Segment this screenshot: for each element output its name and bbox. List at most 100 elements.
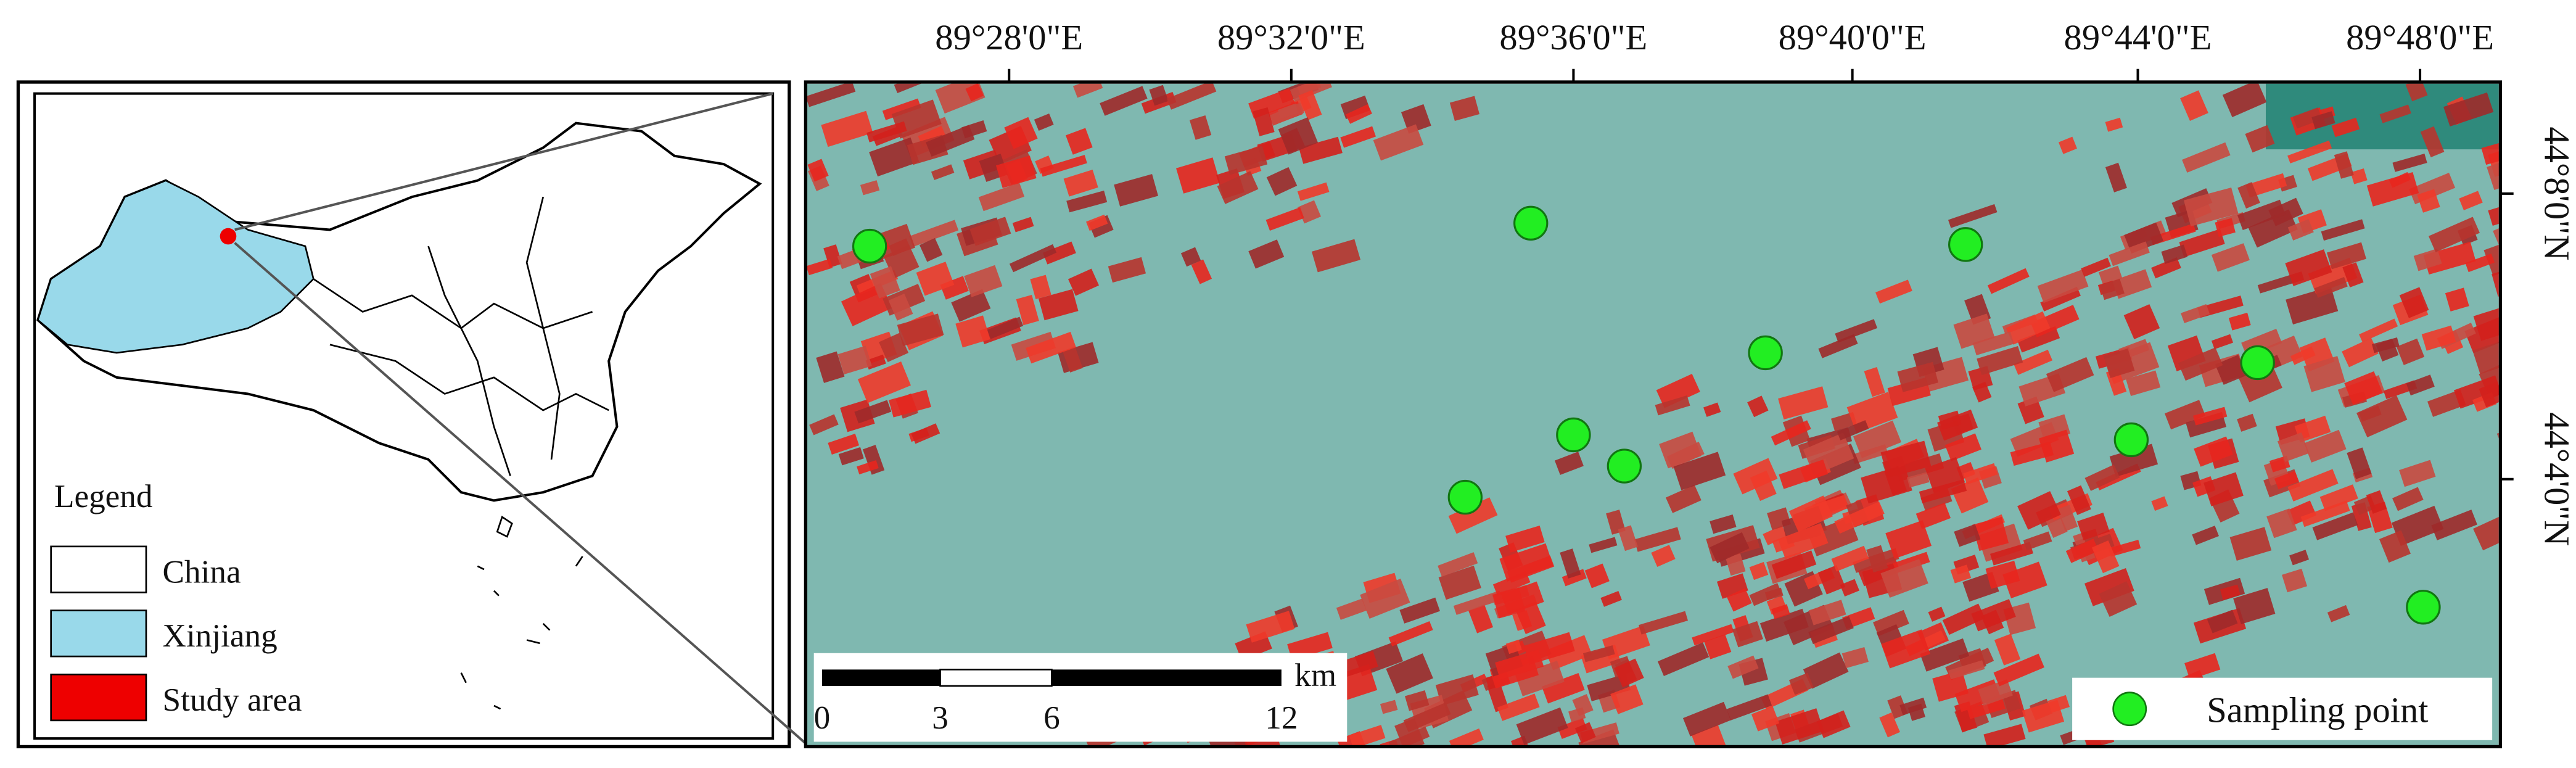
field <box>2391 505 2444 547</box>
field <box>1651 545 1676 567</box>
field <box>1657 642 1710 676</box>
field <box>965 83 984 102</box>
field <box>2010 441 2054 466</box>
field <box>2211 334 2234 350</box>
field <box>2312 512 2358 540</box>
field <box>821 110 873 147</box>
field <box>1655 395 1690 416</box>
sampling-point <box>1513 205 1549 241</box>
field <box>2237 199 2286 231</box>
field <box>2342 337 2379 368</box>
field <box>2245 125 2275 153</box>
field <box>1916 502 1951 529</box>
field <box>854 400 892 424</box>
field <box>888 294 913 321</box>
field <box>1380 700 1398 714</box>
field <box>1665 484 1702 513</box>
field <box>1703 402 1721 417</box>
field <box>2366 172 2419 207</box>
sampling-point <box>2240 345 2275 381</box>
field <box>1100 86 1148 116</box>
field <box>1610 684 1644 714</box>
field <box>2287 140 2332 163</box>
legend-swatch <box>50 609 147 658</box>
field <box>2285 249 2332 286</box>
field <box>805 83 856 107</box>
field <box>2017 326 2060 353</box>
field <box>2058 136 2077 154</box>
field <box>2046 357 2094 392</box>
scale-label: 6 <box>1043 700 1060 736</box>
field <box>2428 217 2480 252</box>
field <box>1266 167 1298 196</box>
field <box>1034 113 1054 131</box>
scale-unit: km <box>1294 657 1336 693</box>
field <box>1817 565 1846 595</box>
field <box>1265 207 1304 231</box>
field <box>1189 115 1212 140</box>
field <box>1278 117 1319 155</box>
field <box>1967 698 2006 719</box>
field <box>1584 563 1610 588</box>
field <box>2077 513 2110 540</box>
field <box>1486 681 1509 712</box>
field <box>916 262 955 296</box>
field <box>2358 405 2382 422</box>
field <box>2161 244 2188 264</box>
field <box>1497 693 1540 721</box>
field <box>2151 496 2168 511</box>
field <box>1710 514 1737 534</box>
field <box>2277 432 2310 462</box>
field <box>1149 85 1169 106</box>
field <box>1277 103 1299 119</box>
field <box>2423 241 2476 275</box>
field <box>2099 278 2125 300</box>
field <box>1515 661 1565 696</box>
field <box>1166 83 1217 110</box>
field <box>2417 189 2440 213</box>
field <box>1920 638 1970 672</box>
field <box>1507 555 1555 583</box>
field <box>1040 155 1087 177</box>
field <box>2321 219 2365 241</box>
field <box>1038 289 1079 321</box>
field <box>2342 262 2364 287</box>
field <box>2286 286 2339 324</box>
field <box>807 159 829 182</box>
field <box>1435 674 1479 706</box>
latitude-label: 44°8'0"N <box>2537 126 2576 260</box>
field <box>2287 219 2314 241</box>
field <box>1727 655 1759 679</box>
scale-box <box>813 653 1348 742</box>
field <box>2222 83 2267 117</box>
field <box>1834 501 1885 534</box>
field <box>1928 606 1946 622</box>
field <box>1009 244 1057 273</box>
sampling-point <box>2406 590 2441 625</box>
scale-label: 3 <box>932 700 949 736</box>
field <box>1030 275 1051 300</box>
longitude-label: 89°48'0"E <box>2346 17 2494 57</box>
field <box>2472 336 2499 374</box>
field <box>1399 597 1440 624</box>
latitude-label: 44°4'0"N <box>2537 412 2576 546</box>
field <box>1977 345 2023 376</box>
field <box>2294 415 2331 443</box>
field <box>2496 421 2499 454</box>
sampling-point <box>1948 227 1983 262</box>
field <box>1438 552 1478 577</box>
field <box>2319 484 2358 511</box>
field <box>2396 338 2425 365</box>
field <box>2453 375 2499 409</box>
legend-label: China <box>163 553 241 590</box>
field <box>1336 598 1367 620</box>
field <box>1692 624 1734 646</box>
field <box>1438 565 1481 600</box>
field <box>2327 605 2350 622</box>
field <box>1589 537 1618 553</box>
field <box>1606 510 1626 535</box>
field <box>1373 124 1424 161</box>
field <box>1954 524 1981 547</box>
field <box>1881 629 1930 669</box>
field <box>2109 241 2150 266</box>
